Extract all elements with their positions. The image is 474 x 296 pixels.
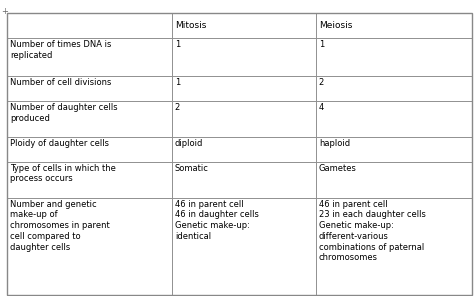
Bar [316, 13, 472, 38]
Text: Ploidy of daughter cells: Ploidy of daughter cells [10, 139, 109, 148]
Bar [7, 137, 172, 162]
Text: Type of cells in which the
process occurs: Type of cells in which the process occur… [10, 164, 116, 184]
Bar [7, 101, 172, 137]
Text: haploid: haploid [319, 139, 350, 148]
Bar [7, 76, 172, 101]
Bar [172, 38, 316, 76]
Text: 2: 2 [319, 78, 324, 87]
Text: 4: 4 [319, 103, 324, 112]
Bar [172, 162, 316, 198]
Text: +: + [1, 7, 8, 16]
Text: Number of times DNA is
replicated: Number of times DNA is replicated [10, 40, 111, 60]
Text: Meiosis: Meiosis [319, 21, 352, 30]
Bar [316, 101, 472, 137]
Text: Number of daughter cells
produced: Number of daughter cells produced [10, 103, 118, 123]
Bar [172, 13, 316, 38]
Bar [316, 38, 472, 76]
Text: 1: 1 [175, 78, 180, 87]
Text: Somatic: Somatic [175, 164, 209, 173]
Text: 46 in parent cell
23 in each daughter cells
Genetic make-up:
different-various
c: 46 in parent cell 23 in each daughter ce… [319, 200, 426, 262]
Bar [172, 101, 316, 137]
Text: 1: 1 [319, 40, 324, 49]
Text: 46 in parent cell
46 in daughter cells
Genetic make-up:
identical: 46 in parent cell 46 in daughter cells G… [175, 200, 259, 241]
Bar [316, 137, 472, 162]
Bar [316, 198, 472, 295]
Bar [172, 76, 316, 101]
Bar [172, 137, 316, 162]
Bar [7, 38, 172, 76]
Text: 2: 2 [175, 103, 180, 112]
Bar [316, 76, 472, 101]
Bar [172, 198, 316, 295]
Bar [316, 162, 472, 198]
Text: Gametes: Gametes [319, 164, 357, 173]
Text: Number and genetic
make-up of
chromosomes in parent
cell compared to
daughter ce: Number and genetic make-up of chromosome… [10, 200, 109, 252]
Text: Number of cell divisions: Number of cell divisions [10, 78, 111, 87]
Bar [7, 13, 172, 38]
Bar [7, 198, 172, 295]
Text: diploid: diploid [175, 139, 203, 148]
Text: Mitosis: Mitosis [175, 21, 206, 30]
Bar [7, 162, 172, 198]
Text: 1: 1 [175, 40, 180, 49]
